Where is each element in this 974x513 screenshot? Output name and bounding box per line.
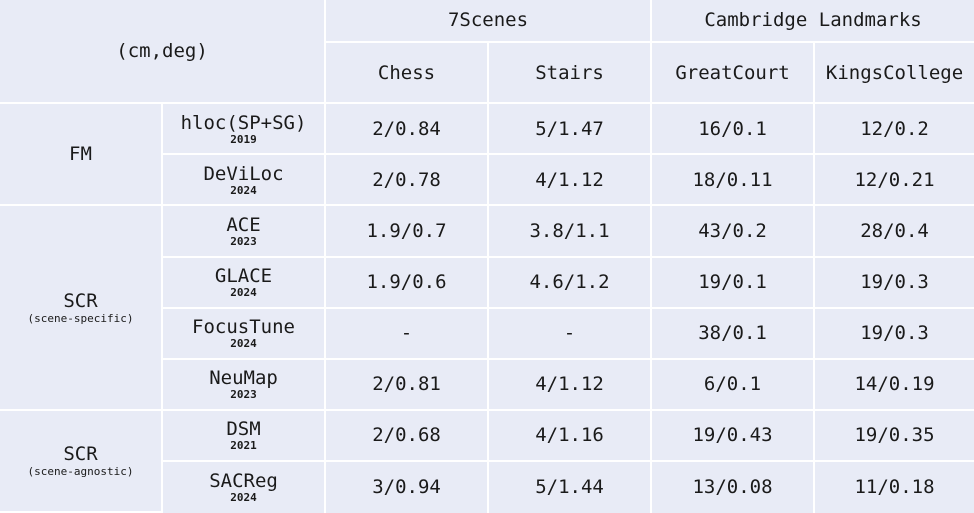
value-cell: 2/0.81	[326, 359, 490, 411]
value-cell: 3/0.94	[326, 461, 490, 513]
scene-header-chess: Chess	[326, 42, 490, 105]
value-cell: 13/0.08	[652, 461, 816, 513]
method-name: NeuMap	[209, 367, 278, 390]
method-cell: NeuMap 2023	[163, 359, 327, 411]
table-row: NeuMap 2023 2/0.81 4/1.12 6/0.1 14/0.19	[0, 359, 974, 411]
corner-header: (cm,deg)	[0, 0, 327, 105]
group-name: SCR	[63, 442, 98, 465]
table-row: GLACE 2024 1.9/0.6 4.6/1.2 19/0.1 19/0.3	[0, 257, 974, 309]
value-cell: 14/0.19	[815, 359, 974, 411]
table-row: SCR (scene-specific) ACE 2023 1.9/0.7 3.…	[0, 206, 974, 411]
method-cell: ACE 2023	[163, 206, 327, 258]
value-cell: 4/1.16	[489, 410, 653, 462]
method-year: 2024	[230, 491, 257, 505]
dataset-header-cambridge: Cambridge Landmarks	[652, 0, 974, 43]
method-cell: FocusTune 2024	[163, 308, 327, 360]
value-cell: 6/0.1	[652, 359, 816, 411]
dataset-header-7scenes: 7Scenes	[326, 0, 653, 43]
method-name: DSM	[226, 418, 261, 441]
method-year: 2024	[230, 286, 257, 300]
scene-header-greatcourt: GreatCourt	[652, 42, 816, 105]
value-cell: 19/0.35	[815, 410, 974, 462]
method-cell: GLACE 2024	[163, 257, 327, 309]
method-name: FocusTune	[192, 316, 295, 339]
method-year: 2024	[230, 183, 257, 197]
value-cell: 3.8/1.1	[489, 206, 653, 258]
method-name: ACE	[226, 213, 261, 236]
value-cell: 5/1.47	[489, 104, 653, 156]
group-cell-fm: FM	[0, 104, 163, 207]
table-row: SACReg 2024 3/0.94 5/1.44 13/0.08 11/0.1…	[0, 461, 974, 513]
method-name: GLACE	[214, 265, 273, 288]
method-year: 2023	[230, 388, 257, 402]
value-cell: -	[326, 308, 490, 360]
value-cell: 19/0.3	[815, 257, 974, 309]
value-cell: 1.9/0.7	[326, 206, 490, 258]
value-cell: 38/0.1	[652, 308, 816, 360]
table-row: FocusTune 2024 - - 38/0.1 19/0.3	[0, 308, 974, 360]
method-year: 2024	[230, 337, 257, 351]
group-subtitle: (scene-agnostic)	[27, 464, 134, 478]
value-cell: 19/0.43	[652, 410, 816, 462]
value-cell: 4/1.12	[489, 155, 653, 207]
table-row: FM hloc(SP+SG) 2019 2/0.84 5/1.47 16/0.1…	[0, 104, 974, 207]
method-name: DeViLoc	[203, 162, 284, 185]
value-cell: 43/0.2	[652, 206, 816, 258]
value-cell: 19/0.1	[652, 257, 816, 309]
value-cell: 16/0.1	[652, 104, 816, 156]
table-row: SCR (scene-agnostic) DSM 2021 2/0.68 4/1…	[0, 410, 974, 513]
group-cell-scr-scene-specific: SCR (scene-specific)	[0, 206, 163, 411]
table-row: DeViLoc 2024 2/0.78 4/1.12 18/0.11 12/0.…	[0, 155, 974, 207]
method-cell: DSM 2021	[163, 410, 327, 462]
group-cell-scr-scene-agnostic: SCR (scene-agnostic)	[0, 410, 163, 513]
method-cell: DeViLoc 2024	[163, 155, 327, 207]
method-year: 2021	[230, 439, 257, 453]
group-name: SCR	[63, 289, 98, 312]
method-year: 2023	[230, 234, 257, 248]
value-cell: 1.9/0.6	[326, 257, 490, 309]
value-cell: 18/0.11	[652, 155, 816, 207]
value-cell: -	[489, 308, 653, 360]
scene-header-kingscollege: KingsCollege	[815, 42, 974, 105]
value-cell: 4/1.12	[489, 359, 653, 411]
value-cell: 4.6/1.2	[489, 257, 653, 309]
method-name: hloc(SP+SG)	[180, 111, 307, 134]
group-name: FM	[69, 143, 92, 166]
value-cell: 12/0.21	[815, 155, 974, 207]
value-cell: 5/1.44	[489, 461, 653, 513]
value-cell: 11/0.18	[815, 461, 974, 513]
header-row-scenes: Chess Stairs GreatCourt KingsCollege	[0, 42, 974, 105]
group-subtitle: (scene-specific)	[27, 311, 134, 325]
value-cell: 28/0.4	[815, 206, 974, 258]
scene-header-stairs: Stairs	[489, 42, 653, 105]
method-cell: hloc(SP+SG) 2019	[163, 104, 327, 156]
header-row-datasets: (cm,deg) 7Scenes Cambridge Landmarks	[0, 0, 974, 105]
value-cell: 2/0.68	[326, 410, 490, 462]
method-name: SACReg	[209, 470, 278, 493]
value-cell: 2/0.78	[326, 155, 490, 207]
method-year: 2019	[230, 132, 257, 146]
value-cell: 2/0.84	[326, 104, 490, 156]
method-cell: SACReg 2024	[163, 461, 327, 513]
value-cell: 19/0.3	[815, 308, 974, 360]
value-cell: 12/0.2	[815, 104, 974, 156]
